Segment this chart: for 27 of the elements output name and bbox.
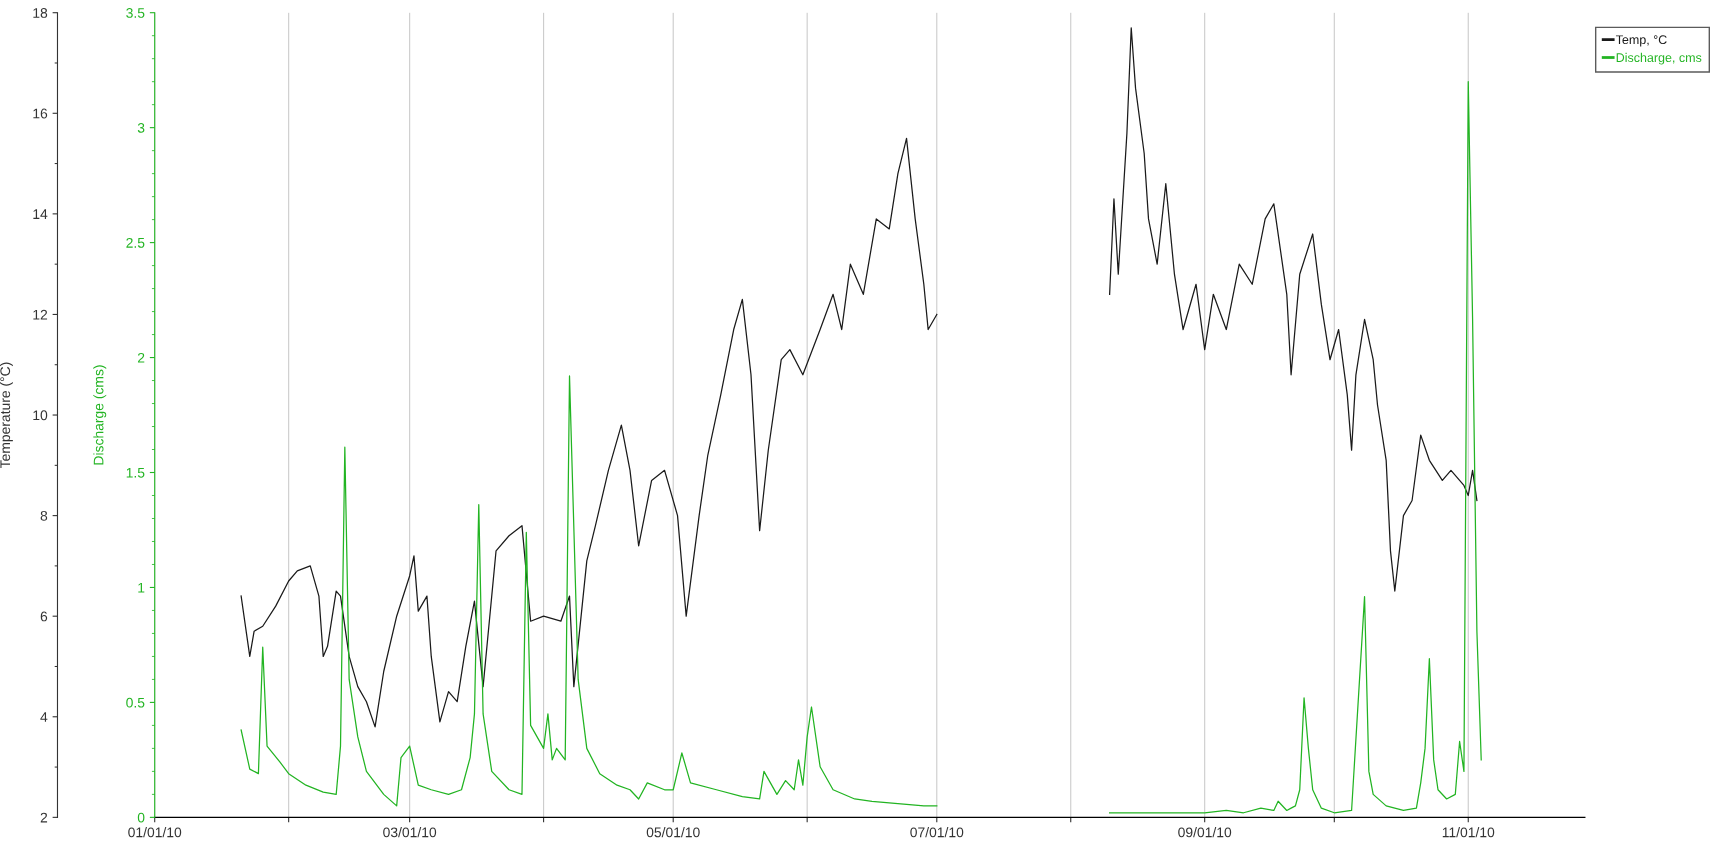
- y-tick-label: 12: [33, 309, 48, 320]
- y2-tick-label: 2: [137, 352, 145, 363]
- y-tick-label: 8: [40, 510, 48, 521]
- y-tick-label: 2: [40, 812, 48, 823]
- legend-label: Discharge, cms: [1616, 52, 1702, 65]
- y2-tick-label: 3.5: [126, 8, 145, 18]
- y-tick-label: 10: [33, 410, 48, 421]
- x-tick-label: 05/01/10: [646, 827, 700, 838]
- y-tick-label: 16: [33, 108, 48, 119]
- y2-tick-label: 3: [137, 122, 145, 133]
- y2-tick-label: 0.5: [126, 697, 145, 708]
- y-tick-label: 4: [40, 712, 48, 722]
- x-tick-label: 11/01/10: [1442, 827, 1495, 838]
- legend-label: Temp, °C: [1615, 35, 1667, 47]
- x-tick-label: 03/01/10: [383, 827, 437, 838]
- y2-tick-label: 1: [138, 582, 145, 593]
- y-tick-label: 14: [33, 209, 48, 219]
- x-tick-label: 01/01/10: [128, 827, 182, 838]
- y-tick-label: 6: [40, 611, 48, 622]
- y2-tick-label: 2.5: [126, 237, 145, 248]
- y2-tick-label: 0: [137, 812, 145, 823]
- y-axis-title: Temperature (°C): [0, 362, 13, 469]
- y2-axis-title: Discharge (cms): [93, 365, 107, 465]
- x-tick-label: 07/01/10: [910, 827, 964, 838]
- y2-tick-label: 1.5: [126, 467, 145, 478]
- y-tick-label: 18: [33, 8, 48, 18]
- x-tick-label: 09/01/10: [1178, 827, 1232, 838]
